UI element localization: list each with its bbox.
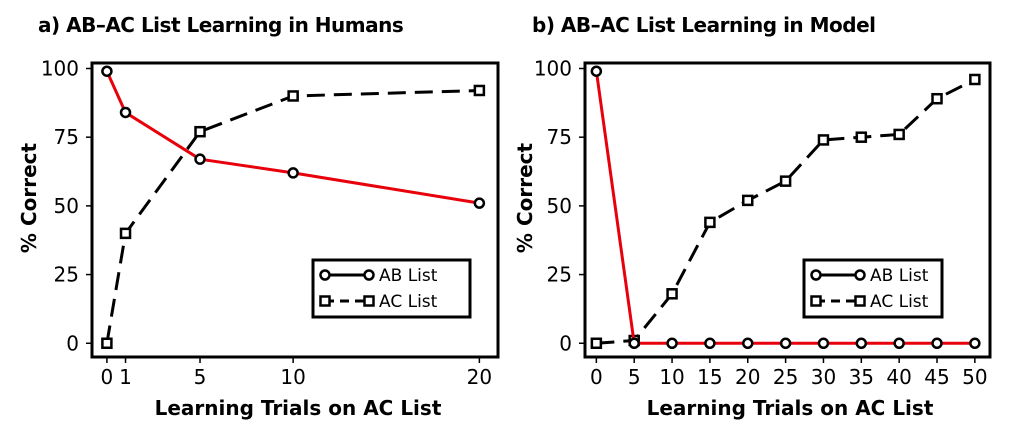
data-point-ab-list <box>817 337 830 350</box>
data-point-ab-list <box>473 197 486 209</box>
x-tick-label: 1 <box>119 365 132 389</box>
data-point-ab-list <box>666 337 678 350</box>
data-point-ab-list <box>101 65 113 77</box>
x-tick-label: 25 <box>773 365 798 389</box>
data-point-ac-list <box>779 175 792 187</box>
legend-marker-ac-list <box>319 295 331 307</box>
panel-model: b) AB–AC List Learning in Model Learning… <box>513 13 992 420</box>
legend-marker-ac-list <box>363 295 375 307</box>
data-point-ab-list <box>931 337 943 350</box>
x-axis-label: Learning Trials on AC List <box>647 396 934 420</box>
data-point-ac-list <box>742 194 754 207</box>
data-point-ac-list <box>666 288 678 300</box>
data-point-ab-list <box>590 65 603 77</box>
data-point-ac-list <box>287 90 299 102</box>
data-point-ab-list <box>704 337 716 350</box>
x-tick-label: 35 <box>849 365 874 389</box>
x-tick-label: 10 <box>280 365 305 389</box>
y-tick-label: 75 <box>547 125 572 149</box>
x-axis-label: Learning Trials on AC List <box>155 396 442 420</box>
legend-label-ab-list: AB List <box>379 266 438 286</box>
data-point-ab-list <box>628 337 640 350</box>
legend-box <box>802 258 944 319</box>
y-tick-label: 50 <box>547 194 572 218</box>
x-tick-label: 5 <box>194 365 207 389</box>
y-tick-label: 25 <box>547 263 572 287</box>
legend-label-ac-list: AC List <box>870 292 929 312</box>
data-point-ab-list <box>119 106 132 119</box>
y-tick-label: 0 <box>559 331 572 355</box>
data-point-ab-list <box>855 337 868 350</box>
legend-label-ab-list: AB List <box>870 266 929 286</box>
data-point-ac-list <box>817 134 830 146</box>
data-point-ac-list <box>101 337 113 350</box>
legend: AB List AC List <box>802 258 944 319</box>
legend-box <box>311 258 472 319</box>
y-tick-label: 75 <box>54 125 79 149</box>
legend: AB List AC List <box>311 258 472 319</box>
legend-marker-ac-list <box>854 295 866 307</box>
data-point-ab-list <box>779 337 792 350</box>
data-point-ac-list <box>931 92 943 105</box>
x-tick-label: 50 <box>962 365 987 389</box>
y-tick-label: 25 <box>54 263 79 287</box>
data-point-ab-list <box>893 337 905 350</box>
y-tick-label: 100 <box>534 56 572 80</box>
series-line-ac-list <box>596 78 976 345</box>
data-point-ab-list <box>194 153 206 165</box>
data-point-ab-list <box>287 167 299 179</box>
legend-marker-ab-list <box>854 269 866 281</box>
chart-title: b) AB–AC List Learning in Model <box>532 13 876 37</box>
legend-marker-ab-list <box>319 269 331 281</box>
data-point-ac-list <box>119 227 132 240</box>
legend-marker-ab-list <box>810 269 822 281</box>
plot-frame <box>583 61 992 359</box>
data-point-ac-list <box>704 216 716 229</box>
data-point-ac-list <box>969 73 981 86</box>
data-point-ac-list <box>590 337 603 350</box>
chart-title: a) AB–AC List Learning in Humans <box>38 13 403 37</box>
data-point-ac-list <box>893 128 905 141</box>
x-tick-label: 30 <box>811 365 836 389</box>
legend-marker-ab-list <box>363 269 375 281</box>
x-tick-label: 0 <box>101 365 114 389</box>
x-tick-label: 5 <box>628 365 641 389</box>
data-point-ac-list <box>473 84 486 97</box>
x-tick-label: 0 <box>590 365 603 389</box>
y-axis-label: % Correct <box>513 143 537 254</box>
data-point-ac-list <box>855 131 868 143</box>
x-tick-label: 45 <box>924 365 949 389</box>
x-tick-label: 20 <box>735 365 760 389</box>
plot-frame <box>90 61 500 359</box>
y-tick-label: 100 <box>41 56 79 80</box>
panel-humans: a) AB–AC List Learning in Humans Learnin… <box>17 13 500 420</box>
data-point-ac-list <box>194 125 206 138</box>
y-tick-label: 50 <box>54 194 79 218</box>
data-point-ab-list <box>742 337 754 350</box>
x-tick-label: 10 <box>659 365 684 389</box>
y-axis-label: % Correct <box>17 143 41 254</box>
y-tick-label: 0 <box>66 331 79 355</box>
legend-label-ac-list: AC List <box>379 292 438 312</box>
data-point-ab-list <box>969 337 981 350</box>
x-tick-label: 40 <box>886 365 911 389</box>
x-tick-label: 15 <box>697 365 722 389</box>
x-tick-label: 20 <box>467 365 492 389</box>
legend-marker-ac-list <box>810 295 822 307</box>
